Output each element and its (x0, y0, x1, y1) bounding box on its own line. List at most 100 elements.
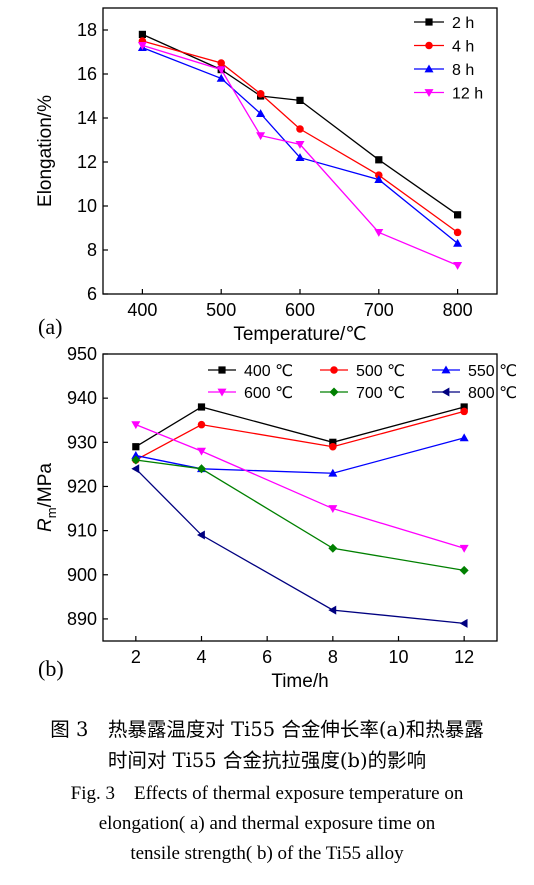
panel-a-data-point (375, 156, 383, 164)
panel-b-legend-marker-4 (329, 387, 339, 397)
panel-b-legend-label-3: 600 ℃ (244, 385, 293, 402)
panel-a-data-point (453, 238, 463, 247)
panel-a-legend-label-0: 2 h (452, 15, 474, 32)
panel-b-y-tick-label: 920 (67, 476, 97, 496)
panel-b-data-point (329, 442, 337, 451)
panel-b-data-point (459, 565, 469, 575)
panel-a-data-point (256, 90, 265, 98)
panel-a-data-point (454, 211, 462, 219)
panel-b-legend-marker-3 (217, 388, 227, 397)
panel-b-strength-chart: 2 4 6 8 10 12 890 900 910 920 930 940 950 Time/h Rm/MP… (35, 344, 517, 690)
panel-b-data-point (328, 505, 338, 514)
caption-zh-line-2: 时间对 Ti55 合金抗拉强度(b)的影响 (107, 749, 427, 772)
panel-b-x-tick-label: 2 (131, 647, 141, 667)
panel-b-x-tick-label: 6 (262, 647, 272, 667)
figure-canvas: 400 500 600 700 800 6 8 10 12 14 16 18 Temperature/℃… (35, 7, 517, 690)
panel-a-series-line-2 (142, 46, 459, 244)
panel-b-axes-frame (102, 353, 498, 642)
panel-b-y-tick-label: 950 (67, 344, 97, 364)
panel-b-x-axis-label: Time/h (271, 671, 328, 690)
panel-b-legend-label-2: 550 ℃ (468, 363, 517, 380)
panel-b-y-label-subscript: m (44, 507, 59, 518)
caption-en-line-1: Fig. 3 Effects of thermal exposure tempe… (70, 783, 464, 804)
panel-a-y-tick-label: 6 (87, 284, 97, 304)
caption-en-line-2: elongation( a) and thermal exposure time… (98, 813, 436, 834)
panel-b-data-point (132, 443, 140, 451)
caption-en-line-3: tensile strength( b) of the Ti55 alloy (130, 843, 404, 864)
panel-b-legend-marker-5 (441, 387, 450, 397)
panel-b-data-point (460, 407, 468, 416)
panel-b-y-tick-label: 900 (67, 565, 97, 585)
panel-b-data-point (328, 468, 338, 477)
panel-a-data-point (374, 229, 384, 237)
panel-b-legend-label-1: 500 ℃ (356, 363, 405, 380)
panel-b-data-point (197, 420, 206, 429)
panel-a-legend-marker-2 (424, 64, 434, 73)
panel-a-data-point (295, 141, 305, 149)
panel-a-legend-marker-0 (425, 18, 433, 26)
panel-b-series-line-0 (135, 406, 465, 448)
panel-b-data-point (131, 451, 141, 459)
panel-b-legend-marker-1 (330, 366, 338, 374)
panel-a-series-line-0 (142, 33, 458, 216)
panel-b-data-point (197, 447, 206, 456)
panel-a-y-tick-label: 16 (77, 64, 97, 84)
panel-b-legend-marker-2 (441, 365, 451, 374)
panel-a-data-point (256, 132, 266, 141)
panel-b-y-axis-label: Rm/MPa (35, 463, 59, 532)
panel-a-data-point (295, 153, 305, 161)
panel-b-data-point (131, 455, 141, 465)
panel-a-x-tick-label: 700 (364, 300, 394, 320)
panel-a-legend-label-2: 8 h (452, 62, 474, 79)
caption-zh-line-1: 图 3 热暴露温度对 Ti55 合金伸长率(a)和热暴露 (50, 718, 484, 741)
panel-a-y-tick-label: 14 (77, 108, 97, 128)
panel-a-legend-marker-3 (424, 89, 434, 97)
panel-a-data-point (453, 262, 463, 270)
panel-b-legend-label-5: 800 ℃ (468, 385, 517, 402)
panel-b-data-point (459, 544, 469, 553)
panel-a-data-point (453, 228, 462, 237)
panel-b-x-tick-label: 8 (328, 647, 338, 667)
panel-a-y-tick-label: 10 (77, 196, 97, 216)
panel-a-y-tick-label: 18 (77, 20, 97, 40)
panel-a-x-tick-label: 600 (285, 300, 315, 320)
panel-b-panel-label: (b) (38, 656, 64, 681)
panel-b-data-point (460, 403, 468, 411)
panel-a-x-axis-label: Temperature/℃ (233, 324, 366, 345)
panel-b-legend-marker-0 (218, 366, 226, 374)
panel-a-data-point (138, 30, 146, 38)
panel-b-y-tick-label: 890 (67, 609, 97, 629)
panel-a-data-point (296, 125, 304, 133)
panel-b-y-tick-label: 910 (67, 521, 97, 541)
panel-a-x-tick-label: 500 (206, 300, 236, 320)
panel-a-y-tick-label: 8 (87, 240, 97, 260)
figure-caption-english: Fig. 3 Effects of thermal exposure tempe… (0, 779, 534, 869)
panel-a-x-tick-label: 400 (127, 300, 157, 320)
panel-b-y-label-unit: /MPa (35, 463, 56, 508)
panel-a-data-point (256, 109, 266, 117)
panel-b-data-point (328, 543, 338, 553)
panel-b-data-point (459, 433, 469, 442)
panel-b-series-line-3 (135, 424, 465, 549)
panel-b-data-point (329, 438, 337, 446)
panel-b-data-point (328, 605, 337, 615)
panel-a-data-point (296, 96, 304, 104)
panel-a-y-tick-label: 12 (77, 152, 97, 172)
panel-b-data-point (197, 464, 206, 474)
panel-a-panel-label: (a) (38, 314, 62, 339)
panel-b-y-label-symbol: R (35, 518, 56, 532)
panel-a-y-axis-label: Elongation/% (35, 95, 56, 207)
panel-b-y-tick-label: 930 (67, 432, 97, 452)
panel-b-legend-label-4: 700 ℃ (356, 385, 405, 402)
panel-b-legend-label-0: 400 ℃ (244, 363, 293, 380)
figure-caption-chinese: 图 3 热暴露温度对 Ti55 合金伸长率(a)和热暴露 时间对 Ti55 合金… (0, 714, 534, 776)
panel-a-series-line-1 (142, 40, 458, 233)
panel-a-legend-label-1: 4 h (452, 39, 474, 56)
panel-a-legend-marker-1 (425, 41, 433, 50)
panel-a-x-tick-label: 800 (443, 300, 473, 320)
panel-a-legend-label-3: 12 h (452, 86, 483, 103)
panel-b-x-tick-label: 4 (196, 647, 206, 667)
panel-b-x-tick-label: 12 (454, 647, 474, 667)
panel-b-series-line-2 (135, 437, 465, 474)
panel-a-data-point (217, 59, 225, 67)
